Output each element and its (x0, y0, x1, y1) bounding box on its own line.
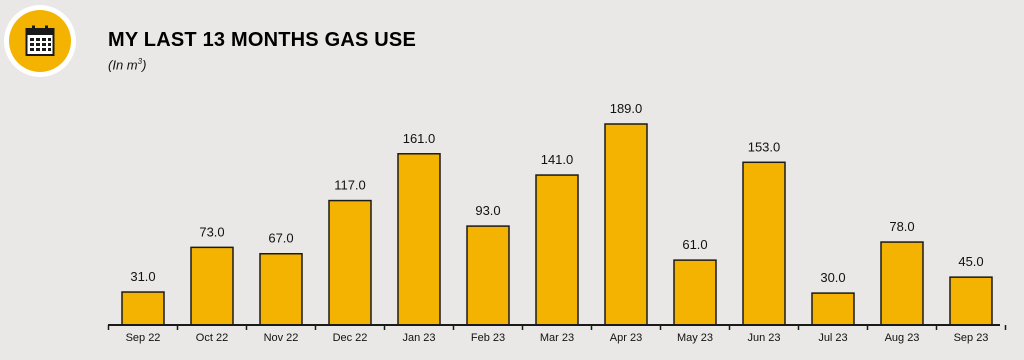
x-tick-label-7: Apr 23 (610, 332, 642, 344)
bar-3 (328, 199, 372, 326)
x-tick-label-3: Dec 22 (333, 332, 368, 344)
chart-title: MY LAST 13 MONTHS GAS USE (108, 29, 417, 51)
bar-value-label-0: 31.0 (130, 269, 155, 284)
x-tick-label-12: Sep 23 (954, 332, 989, 344)
x-tick-label-1: Oct 22 (196, 332, 228, 344)
bar-5 (466, 225, 510, 326)
calendar-icon (25, 25, 55, 56)
bar-8 (673, 259, 717, 326)
bar-value-label-6: 141.0 (541, 152, 574, 167)
calendar-badge-circle (9, 10, 71, 72)
bar-value-label-12: 45.0 (958, 254, 983, 269)
x-tick-label-5: Feb 23 (471, 332, 505, 344)
bar-value-label-3: 117.0 (334, 178, 366, 193)
bar-4 (397, 153, 441, 326)
bar-7 (604, 123, 648, 326)
bar-value-label-9: 153.0 (748, 139, 781, 154)
bar-12 (949, 276, 993, 326)
bar-value-label-2: 67.0 (268, 231, 293, 246)
bar-value-label-7: 189.0 (610, 101, 643, 116)
bar-11 (880, 241, 924, 326)
bar-value-label-4: 161.0 (403, 131, 436, 146)
x-tick-label-11: Aug 23 (885, 332, 920, 344)
bar-value-label-10: 30.0 (820, 270, 845, 285)
bar-value-label-11: 78.0 (889, 219, 914, 234)
x-tick-label-8: May 23 (677, 332, 713, 344)
calendar-badge (4, 5, 76, 77)
x-tick-label-0: Sep 22 (126, 332, 161, 344)
x-tick-label-2: Nov 22 (264, 332, 299, 344)
bar-value-label-8: 61.0 (682, 237, 707, 252)
bar-10 (811, 292, 855, 326)
x-tick-label-9: Jun 23 (747, 332, 780, 344)
x-tick-label-10: Jul 23 (818, 332, 847, 344)
bar-value-label-5: 93.0 (475, 203, 500, 218)
bar-0 (121, 291, 165, 326)
x-tick-label-4: Jan 23 (402, 332, 435, 344)
bar-9 (742, 161, 786, 326)
chart-subtitle: (In m3) (108, 57, 147, 73)
bar-6 (535, 174, 579, 326)
bar-1 (190, 246, 234, 326)
bar-value-label-1: 73.0 (199, 224, 224, 239)
bar-2 (259, 252, 303, 326)
x-tick-label-6: Mar 23 (540, 332, 574, 344)
